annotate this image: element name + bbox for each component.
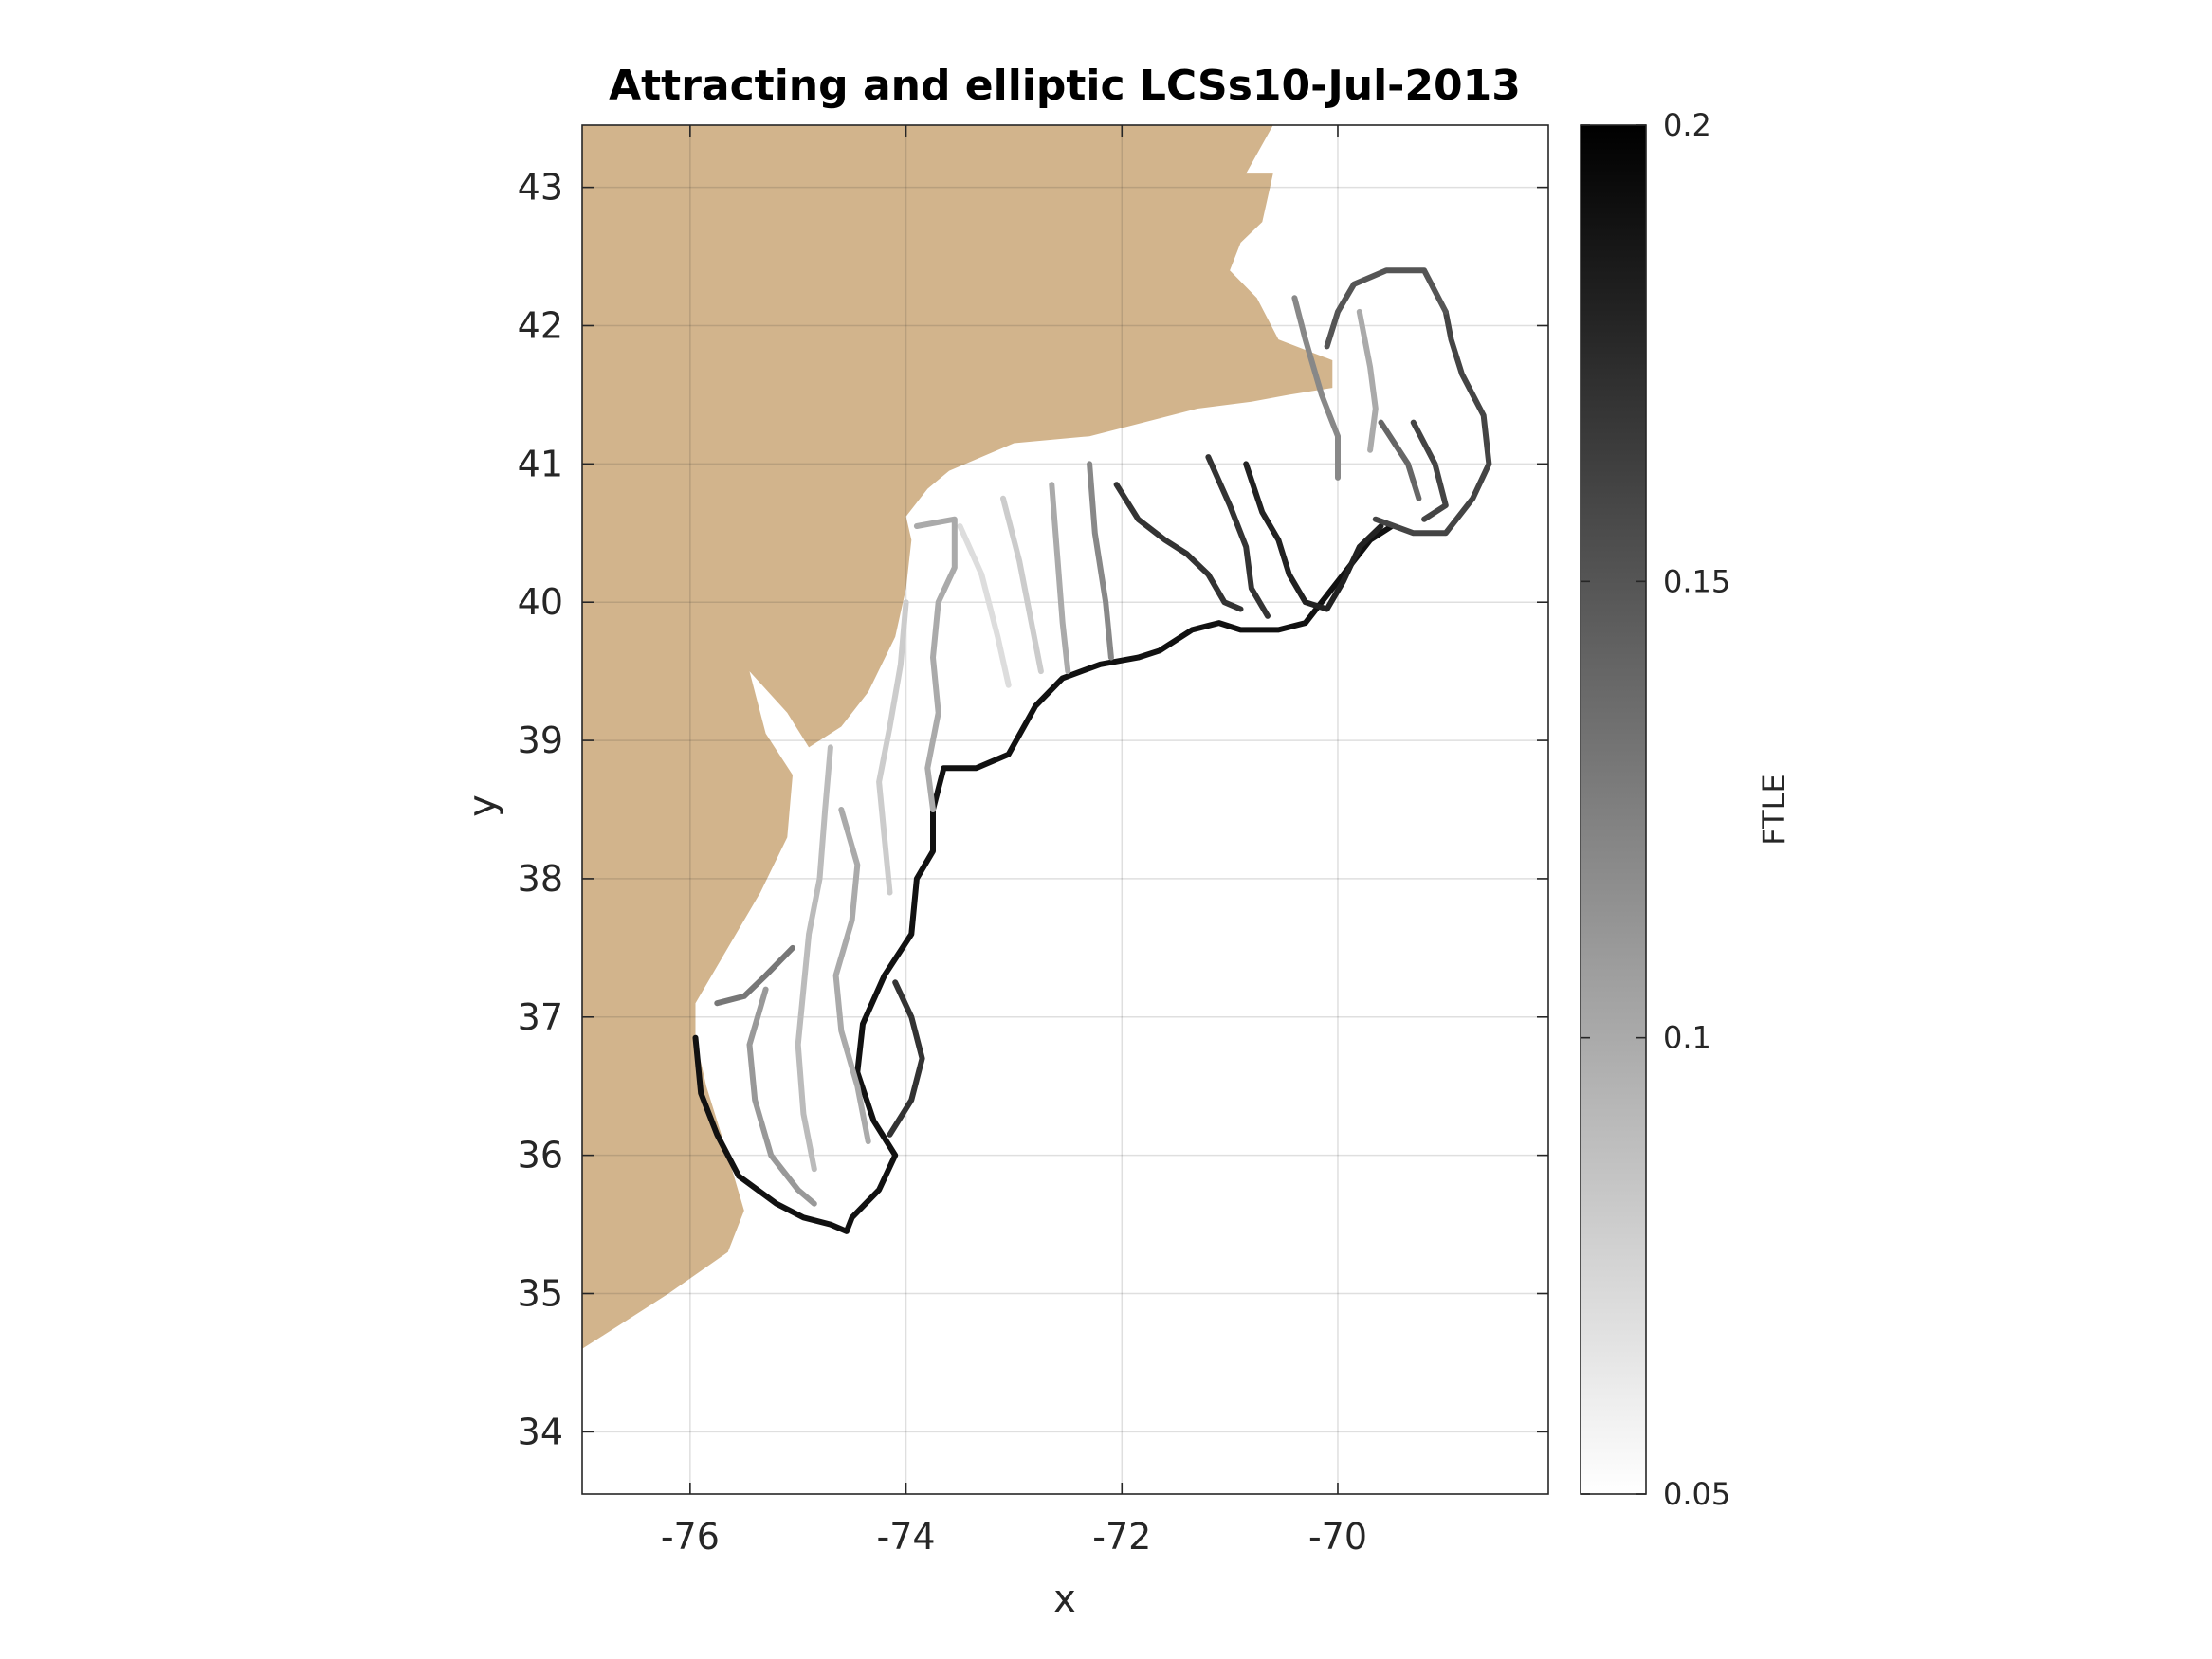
x-tick-label: -74	[877, 1516, 936, 1558]
x-tick-label: -76	[661, 1516, 720, 1558]
lcs-curve	[692, 523, 1395, 1234]
lcs-curve	[832, 807, 871, 1145]
lcs-curve	[913, 516, 958, 812]
colorbar-ticks: 0.05 0.1 0.15 0.2	[1581, 107, 1730, 1512]
lcs-curve	[1049, 482, 1071, 675]
lcs-curve	[714, 944, 795, 1007]
y-tick-label: 38	[518, 858, 563, 900]
land-mass	[582, 125, 1333, 1494]
y-tick-label: 41	[518, 443, 563, 484]
lcs-curve	[1000, 495, 1044, 675]
lcs-curve	[876, 599, 909, 896]
colorbar-tick-label: 0.2	[1663, 107, 1711, 143]
lcs-curve	[887, 979, 925, 1138]
colorbar-label: FTLE	[1756, 774, 1792, 845]
colorbar-gradient	[1580, 124, 1647, 1495]
x-tick-label: -70	[1308, 1516, 1367, 1558]
y-tick-label: 40	[518, 581, 563, 623]
y-tick-label: 42	[518, 304, 563, 346]
lcs-curve	[1113, 482, 1244, 612]
colorbar: 0.05 0.1 0.15 0.2 FTLE	[1580, 107, 1792, 1512]
y-tick-label: 39	[518, 720, 563, 761]
y-tick-label: 34	[518, 1411, 563, 1452]
lcs-curve	[1087, 461, 1114, 661]
y-axis-label: y	[461, 794, 504, 817]
lcs-curve	[1378, 419, 1422, 501]
colorbar-tick-label: 0.15	[1663, 563, 1730, 599]
lcs-layer	[692, 267, 1492, 1234]
lcs-curve	[746, 986, 817, 1207]
y-tick-label: 35	[518, 1273, 563, 1315]
lcs-curve	[1410, 419, 1449, 522]
lcs-curve	[1243, 461, 1384, 612]
colorbar-tick-label: 0.1	[1663, 1020, 1711, 1056]
lcs-curve	[1356, 308, 1379, 453]
land-layer	[582, 125, 1333, 1494]
y-tick-label: 37	[518, 996, 563, 1038]
lcs-curve	[1205, 454, 1271, 619]
plot-frame	[581, 124, 1549, 1495]
lcs-curve	[957, 523, 1012, 688]
x-axis-label: x	[1053, 1577, 1076, 1621]
x-tick-label: -72	[1092, 1516, 1151, 1558]
lcs-curve	[1372, 308, 1492, 537]
plot-area: -76 -74 -72 -70 34 35 36 37 38 39 40 41 42 43	[518, 124, 1549, 1558]
chart-title: Attracting and elliptic LCSs10-Jul-2013	[609, 62, 1521, 110]
y-tick-label: 36	[518, 1135, 563, 1176]
y-axis-ticks: 34 35 36 37 38 39 40 41 42 43	[518, 167, 1548, 1452]
plot-inner	[582, 125, 1548, 1494]
colorbar-tick-label: 0.05	[1663, 1476, 1730, 1512]
lcs-curve	[795, 744, 833, 1173]
y-tick-label: 43	[518, 167, 563, 209]
grid-layer	[582, 125, 1548, 1494]
lcs-curve	[1324, 267, 1449, 350]
lcs-curve	[1291, 295, 1341, 481]
x-axis-ticks: -76 -74 -72 -70	[661, 125, 1367, 1558]
